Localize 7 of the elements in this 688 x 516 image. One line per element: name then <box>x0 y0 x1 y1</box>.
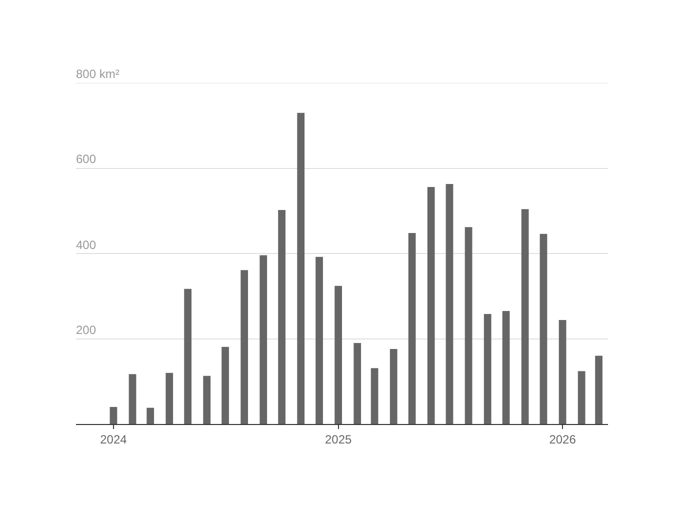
y-tick-label: 400 <box>76 238 96 252</box>
x-tick-label: 2024 <box>100 432 128 446</box>
y-tick-label: 800 km² <box>76 67 120 81</box>
x-tick-label: 2025 <box>324 432 352 446</box>
y-tick-label: 600 <box>76 152 96 166</box>
y-tick-label: 200 <box>76 323 96 337</box>
x-tick-label: 2026 <box>549 432 576 446</box>
